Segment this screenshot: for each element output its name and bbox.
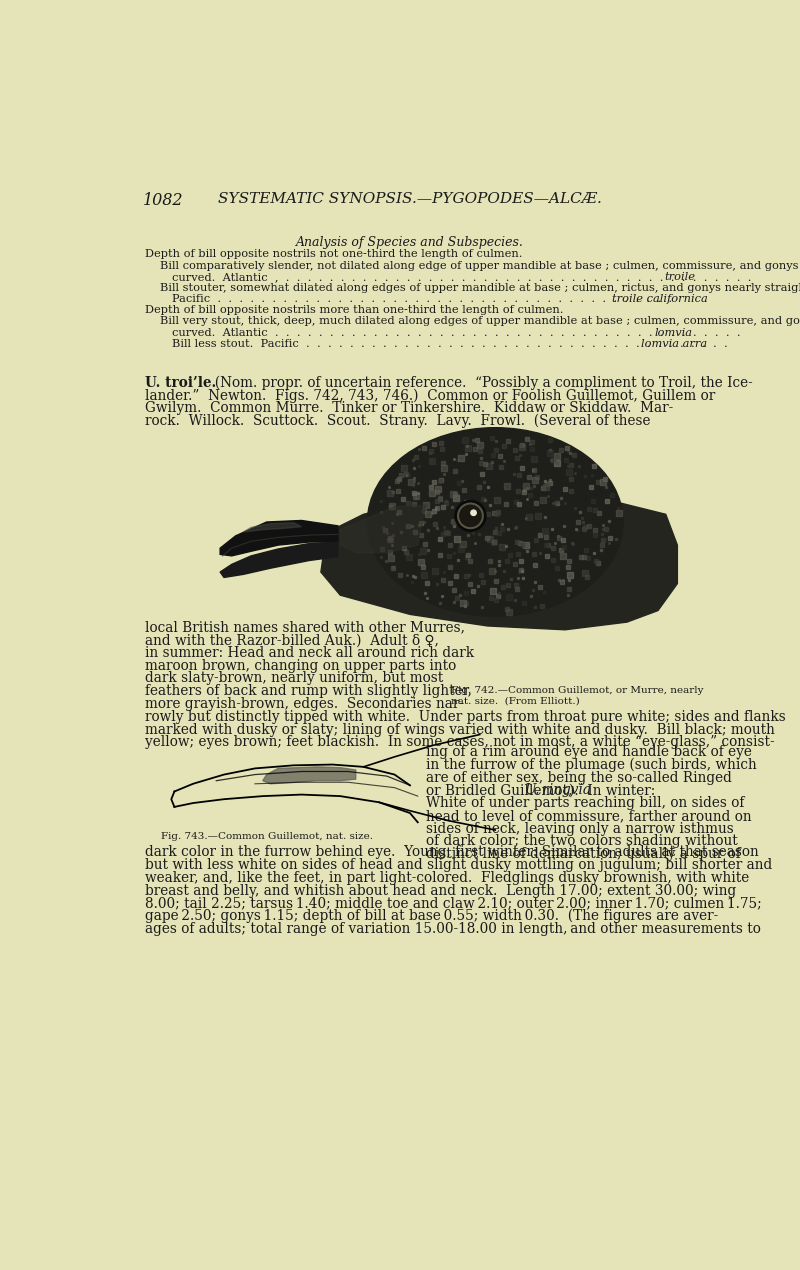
- Polygon shape: [340, 505, 426, 552]
- Text: lander.”  Newton.  Figs. 742, 743, 746.)  Common or Foolish Guillemot, Guillem o: lander.” Newton. Figs. 742, 743, 746.) C…: [145, 389, 715, 403]
- Text: ages of adults; total range of variation 15.00-18.00 in length, and other measur: ages of adults; total range of variation…: [145, 922, 761, 936]
- Text: or Bridled Guillemot,: or Bridled Guillemot,: [426, 784, 579, 798]
- Text: (Nom. propr. of uncertain reference.  “Possibly a compliment to Troil, the Ice-: (Nom. propr. of uncertain reference. “Po…: [206, 376, 753, 390]
- Text: curved.  Atlantic  .  .  .  .  .  .  .  .  .  .  .  .  .  .  .  .  .  .  .  .  .: curved. Atlantic . . . . . . . . . . . .…: [172, 328, 741, 338]
- Text: Bill comparatively slender, not dilated along edge of upper mandible at base ; c: Bill comparatively slender, not dilated …: [161, 260, 799, 271]
- Text: 1082: 1082: [142, 193, 183, 210]
- Text: 8.00; tail 2.25; tarsus 1.40; middle toe and claw 2.10; outer 2.00; inner 1.70; : 8.00; tail 2.25; tarsus 1.40; middle toe…: [145, 897, 762, 911]
- Text: Fig. 743.—Common Guillemot, nat. size.: Fig. 743.—Common Guillemot, nat. size.: [161, 832, 373, 841]
- Text: ).  In winter:: ). In winter:: [569, 784, 655, 798]
- Text: ing of a rim around eye and handle back of eye: ing of a rim around eye and handle back …: [426, 745, 751, 759]
- Text: U. ringvia: U. ringvia: [526, 784, 591, 798]
- Text: rock.  Willock.  Scuttock.  Scout.  Strany.  Lavy.  Frowl.  (Several of these: rock. Willock. Scuttock. Scout. Strany. …: [145, 414, 650, 428]
- Text: Bill stouter, somewhat dilated along edges of upper mandible at base ; culmen, r: Bill stouter, somewhat dilated along edg…: [161, 283, 800, 293]
- Text: distinct line of demarcation; usually a spur of: distinct line of demarcation; usually a …: [426, 847, 740, 861]
- Text: and with the Razor-billed Auk.)  Adult δ ♀,: and with the Razor-billed Auk.) Adult δ …: [145, 634, 439, 648]
- Text: Gwilym.  Common Murre.  Tinker or Tinkershire.  Kiddaw or Skiddaw.  Mar-: Gwilym. Common Murre. Tinker or Tinkersh…: [145, 401, 674, 415]
- Text: curved.  Atlantic  ,  .  .  .  .  .  .  .  .  .  .  .  .  .  .  .  .  .  .  .  .: curved. Atlantic , . . . . . . . . . . .…: [172, 272, 751, 282]
- Circle shape: [459, 505, 482, 527]
- Text: more grayish-brown, edges.  Secondaries nar-: more grayish-brown, edges. Secondaries n…: [145, 697, 464, 711]
- Text: feathers of back and rump with slightly lighter,: feathers of back and rump with slightly …: [145, 685, 472, 699]
- Text: troile: troile: [665, 272, 695, 282]
- Text: rowly but distinctly tipped with white.  Under parts from throat pure white; sid: rowly but distinctly tipped with white. …: [145, 710, 786, 724]
- Circle shape: [471, 511, 476, 516]
- Text: in the furrow of the plumage (such birds, which: in the furrow of the plumage (such birds…: [426, 758, 756, 772]
- Circle shape: [455, 500, 486, 531]
- Text: are of either sex, being the so-called Ringed: are of either sex, being the so-called R…: [426, 771, 731, 785]
- Text: dark slaty-brown, nearly uniform, but most: dark slaty-brown, nearly uniform, but mo…: [145, 672, 443, 686]
- Text: nat. size.  (From Elliott.): nat. size. (From Elliott.): [451, 697, 580, 706]
- Text: sides of neck, leaving only a narrow isthmus: sides of neck, leaving only a narrow ist…: [426, 822, 734, 836]
- Text: U. troi’le.: U. troi’le.: [145, 376, 216, 390]
- Polygon shape: [220, 521, 338, 556]
- Text: Pacific  .  .  .  .  .  .  .  .  .  .  .  .  .  .  .  .  .  .  .  .  .  .  .  . : Pacific . . . . . . . . . . . . . . . . …: [172, 295, 672, 304]
- Text: SYSTEMATIC SYNOPSIS.—PYGOPODES—ALCÆ.: SYSTEMATIC SYNOPSIS.—PYGOPODES—ALCÆ.: [218, 193, 602, 207]
- Polygon shape: [321, 495, 678, 630]
- Text: lomvia: lomvia: [654, 328, 693, 338]
- Text: marked with dusky or slaty; lining of wings varied with white and dusky.  Bill b: marked with dusky or slaty; lining of wi…: [145, 723, 775, 737]
- Text: Fig. 742.—Common Guillemot, or Murre, nearly: Fig. 742.—Common Guillemot, or Murre, ne…: [451, 686, 703, 695]
- Text: lomvia arra: lomvia arra: [642, 339, 707, 349]
- Polygon shape: [243, 523, 302, 532]
- Text: local British names shared with other Murres,: local British names shared with other Mu…: [145, 621, 465, 635]
- Ellipse shape: [367, 428, 623, 616]
- Text: Bill very stout, thick, deep, much dilated along edges of upper mandible at base: Bill very stout, thick, deep, much dilat…: [161, 316, 800, 326]
- Text: breast and belly, and whitish about head and neck.  Length 17.00; extent 30.00; : breast and belly, and whitish about head…: [145, 884, 736, 898]
- Text: in summer: Head and neck all around rich dark: in summer: Head and neck all around rich…: [145, 646, 474, 660]
- Text: of dark color; the two colors shading without: of dark color; the two colors shading wi…: [426, 834, 738, 848]
- Text: gape 2.50; gonys 1.15; depth of bill at base 0.55; width 0.30.  (The figures are: gape 2.50; gonys 1.15; depth of bill at …: [145, 909, 718, 923]
- Text: but with less white on sides of head and slight dusky mottling on jugulum; bill : but with less white on sides of head and…: [145, 859, 772, 872]
- Polygon shape: [262, 767, 356, 784]
- Text: Analysis of Species and Subspecies.: Analysis of Species and Subspecies.: [296, 235, 524, 249]
- Text: troile californica: troile californica: [611, 295, 707, 304]
- Text: weaker, and, like the feet, in part light-colored.  Fledglings dusky brownish, w: weaker, and, like the feet, in part ligh…: [145, 871, 750, 885]
- Text: Depth of bill opposite nostrils more than one-third the length of culmen.: Depth of bill opposite nostrils more tha…: [145, 305, 563, 315]
- Text: White of under parts reaching bill, on sides of: White of under parts reaching bill, on s…: [426, 796, 744, 810]
- Polygon shape: [220, 542, 338, 578]
- Text: Bill less stout.  Pacific  .  .  .  .  .  .  .  .  .  .  .  .  .  .  .  .  .  . : Bill less stout. Pacific . . . . . . . .…: [172, 339, 728, 349]
- Text: Depth of bill opposite nostrils not one-third the length of culmen.: Depth of bill opposite nostrils not one-…: [145, 249, 522, 259]
- Text: yellow; eyes brown; feet blackish.  In some cases, not in most, a white “eye-gla: yellow; eyes brown; feet blackish. In so…: [145, 735, 774, 749]
- Text: dark color in the furrow behind eye.  Young, first winter: Similar to adults at : dark color in the furrow behind eye. You…: [145, 846, 758, 860]
- Text: head to level of commissure, farther around on: head to level of commissure, farther aro…: [426, 809, 751, 823]
- Text: maroon brown, changing on upper parts into: maroon brown, changing on upper parts in…: [145, 659, 456, 673]
